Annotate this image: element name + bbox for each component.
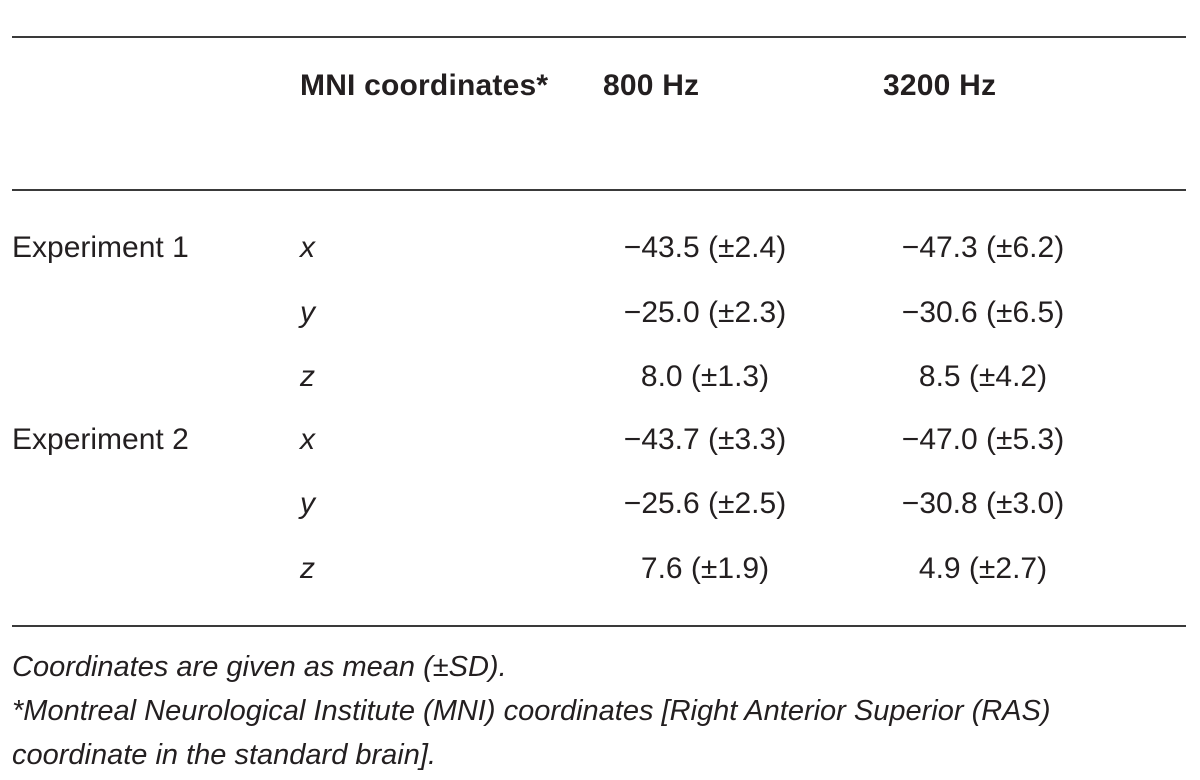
table-row: Experiment 2 x −43.7 (±3.3) −47.0 (±5.3) <box>0 408 1200 472</box>
header-3200-hz: 3200 Hz <box>883 69 997 102</box>
value-3200-hz: 8.5 (±4.2) <box>918 360 1048 393</box>
axis-label: x <box>300 423 315 456</box>
experiment-label: Experiment 2 <box>12 423 189 456</box>
value-3200-hz: −30.8 (±3.0) <box>901 487 1065 520</box>
axis-label: x <box>300 231 315 264</box>
footnote-mni-definition-cont: coordinate in the standard brain]. <box>12 739 436 771</box>
axis-label: z <box>300 360 315 393</box>
value-3200-hz: −47.3 (±6.2) <box>901 231 1065 264</box>
footnote-mean-sd: Coordinates are given as mean (±SD). <box>12 651 507 683</box>
value-3200-hz: −47.0 (±5.3) <box>901 423 1065 456</box>
axis-label: y <box>300 296 315 329</box>
value-3200-hz: 4.9 (±2.7) <box>918 552 1048 585</box>
table-row: Experiment 1 x −43.5 (±2.4) −47.3 (±6.2) <box>0 216 1200 280</box>
table-top-rule <box>12 36 1186 38</box>
table-row: z 8.0 (±1.3) 8.5 (±4.2) <box>0 345 1200 409</box>
axis-label: y <box>300 487 315 520</box>
table-row: y −25.6 (±2.5) −30.8 (±3.0) <box>0 472 1200 536</box>
value-800-hz: −43.5 (±2.4) <box>623 231 787 264</box>
table-row: y −25.0 (±2.3) −30.6 (±6.5) <box>0 281 1200 345</box>
value-800-hz: 7.6 (±1.9) <box>640 552 770 585</box>
header-800-hz: 800 Hz <box>603 69 700 102</box>
value-3200-hz: −30.6 (±6.5) <box>901 296 1065 329</box>
value-800-hz: 8.0 (±1.3) <box>640 360 770 393</box>
value-800-hz: −25.0 (±2.3) <box>623 296 787 329</box>
footnote-mni-definition: *Montreal Neurological Institute (MNI) c… <box>12 695 1051 727</box>
table-header-rule <box>12 189 1186 191</box>
table-row: z 7.6 (±1.9) 4.9 (±2.7) <box>0 537 1200 601</box>
experiment-label: Experiment 1 <box>12 231 189 264</box>
axis-label: z <box>300 552 315 585</box>
value-800-hz: −25.6 (±2.5) <box>623 487 787 520</box>
table-bottom-rule <box>12 625 1186 627</box>
header-mni-coordinates: MNI coordinates* <box>300 69 549 102</box>
value-800-hz: −43.7 (±3.3) <box>623 423 787 456</box>
